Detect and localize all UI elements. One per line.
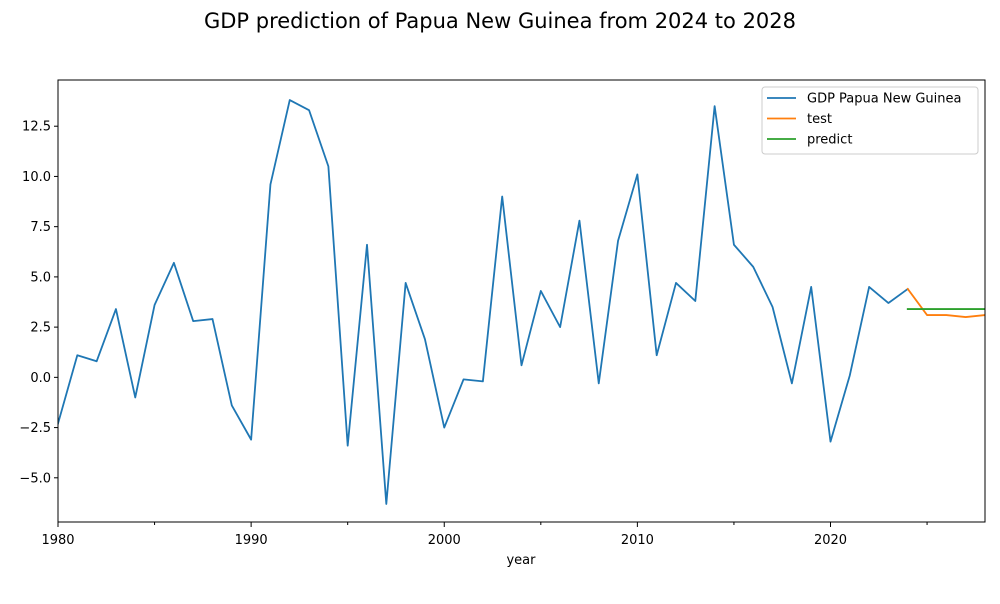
x-tick-label: 2010 [621,533,654,548]
series-line-gdp-papua-new-guinea [58,99,910,505]
x-tick-label: 1980 [41,533,74,548]
legend: GDP Papua New Guinea test predict [761,86,979,155]
legend-box [761,86,979,155]
x-tick-label: 2020 [814,533,847,548]
y-tick-label: 2.5 [30,321,51,336]
axes-layer: −5.0 −2.5 0.0 2.5 5.0 7.5 10.0 12.5 1980 1990 2000… [19,79,986,548]
legend-label-test: test [807,112,832,127]
legend-label-predict: predict [807,133,852,148]
y-tick-label: 7.5 [30,220,51,235]
y-tick-label: −5.0 [19,471,51,486]
y-tick-label: 10.0 [22,170,51,185]
series-layer [58,99,985,505]
plot-frame [57,79,986,523]
y-tick-label: 12.5 [22,120,51,135]
y-tick-label: 5.0 [30,270,51,285]
x-tick-label: 1990 [235,533,268,548]
x-axis-label: year [506,553,536,568]
x-tick-label: 2000 [428,533,461,548]
y-tick-label: −2.5 [19,421,51,436]
y-tick-label: 0.0 [30,371,51,386]
chart-title: GDP prediction of Papua New Guinea from … [204,9,796,33]
series-line-test [906,287,985,318]
legend-label-gdp-papua-new-guinea: GDP Papua New Guinea [807,92,961,107]
